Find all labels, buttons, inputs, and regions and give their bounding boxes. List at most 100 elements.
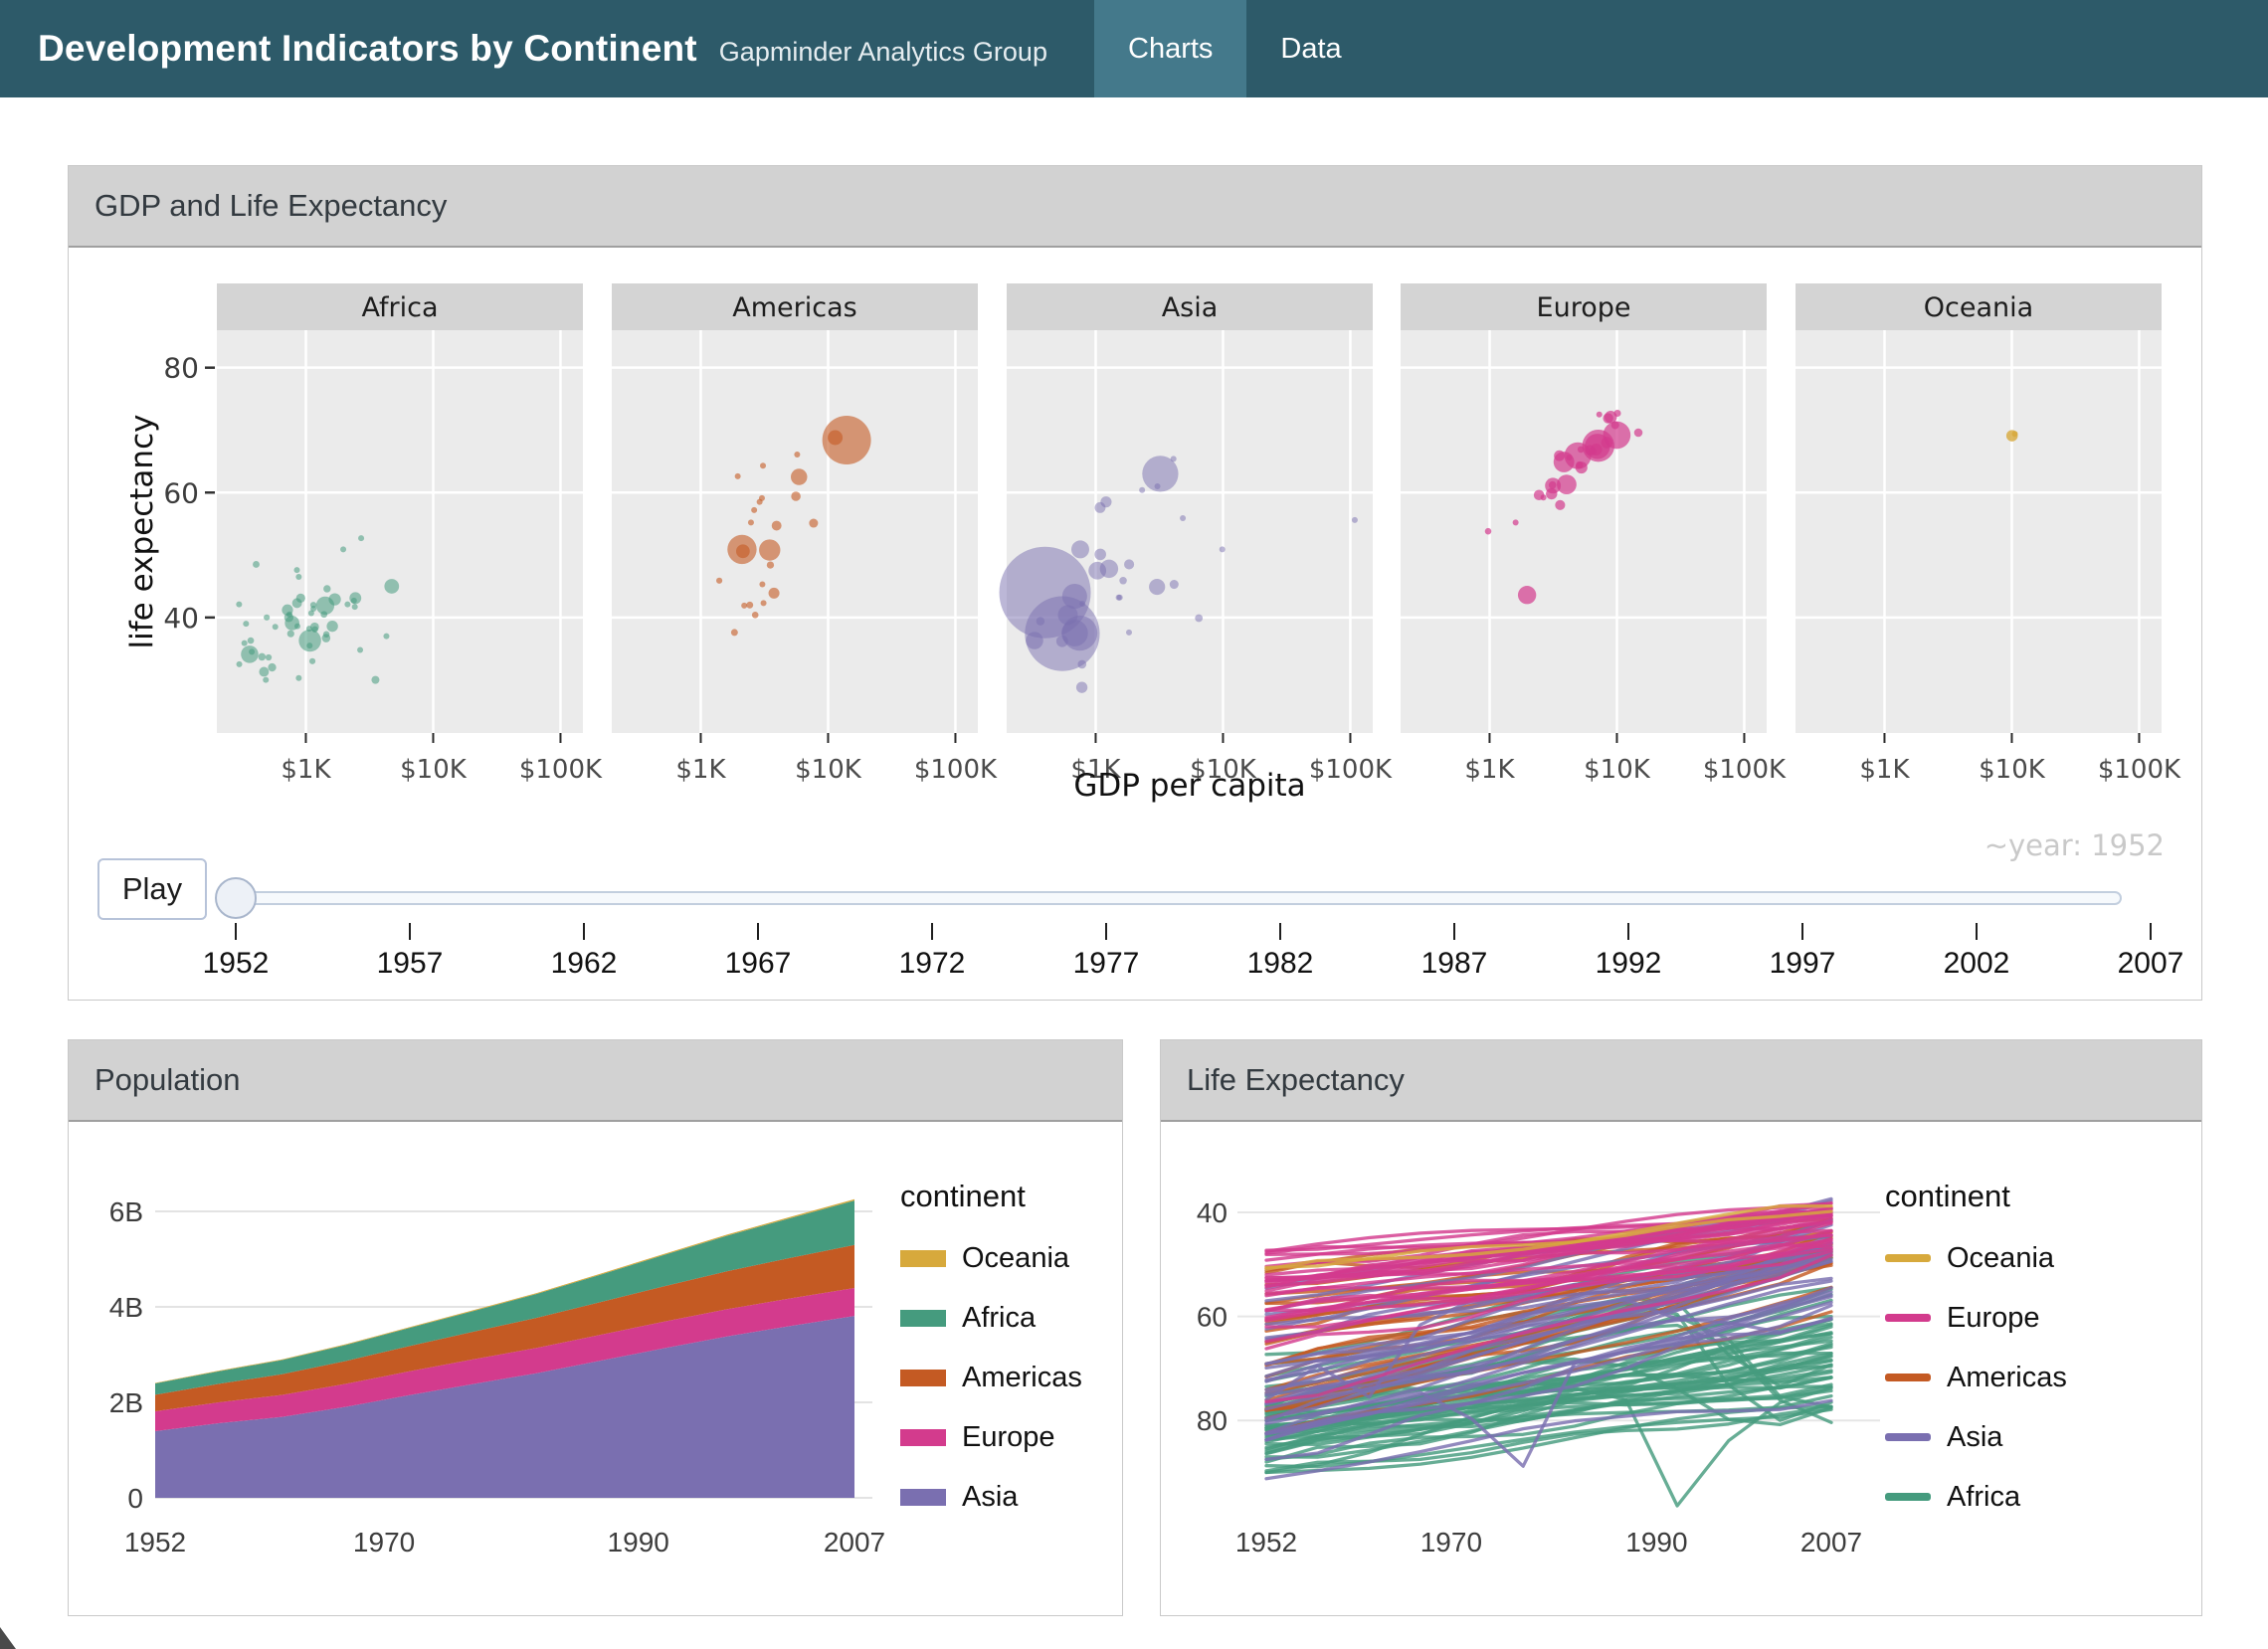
legend-label: Asia [962,1480,1019,1513]
tab-data[interactable]: Data [1280,32,1342,65]
legend-item-europe: Europe [900,1407,1082,1467]
bubble [1125,629,1132,636]
line-country [1264,1205,1833,1293]
facet-strip [1007,283,1373,330]
svg-text:40: 40 [1197,1197,1228,1228]
svg-text:$1K: $1K [1859,755,1910,785]
bubble [735,544,750,559]
legend-item-asia: Asia [1885,1407,2067,1467]
legend-label: Europe [962,1420,1055,1453]
slider-year-label: 1992 [1595,947,1662,980]
year-slider-handle[interactable] [215,877,257,919]
line-country [1264,1295,1833,1442]
bubble [790,468,808,485]
legend-swatch-europe [900,1428,946,1446]
bubble [264,614,271,621]
legend-swatch-oceania [900,1249,946,1267]
svg-text:$10K: $10K [1584,755,1651,785]
legend-label: Europe [1947,1301,2040,1334]
bubble [344,601,351,608]
slider-year-label: 2007 [2117,947,2184,980]
svg-text:$10K: $10K [1979,755,2046,785]
bubble [716,577,723,584]
line-country [1264,1241,1833,1329]
svg-text:$1K: $1K [1070,755,1121,785]
bubble [1094,548,1106,561]
legend-label: Oceania [962,1241,1070,1274]
svg-text:$1K: $1K [1464,755,1515,785]
bubble [751,506,758,513]
bubble [268,662,277,672]
facet-strip [1401,283,1767,330]
bubble [320,611,328,619]
bubble [286,630,294,638]
slider-tick [931,923,933,940]
line-country [1264,1209,1833,1252]
bubble [1601,437,1613,449]
bubble [285,611,292,618]
svg-text:$100K: $100K [519,755,603,785]
bubble [247,637,255,644]
bubble [307,610,314,617]
legend-item-africa: Africa [900,1288,1082,1348]
bubble [1026,632,1043,649]
corner-artifact [0,1627,16,1649]
nav-tabs: Charts Data [1094,0,1376,97]
bubble [358,535,365,542]
bubble [1055,635,1068,647]
slider-year-label: 1997 [1769,947,1836,980]
bubble [1548,480,1557,489]
slider-tick [1279,923,1281,940]
slider-tick [1627,923,1629,940]
slider-tick [1453,923,1455,940]
bubble [322,631,330,639]
slider-tick [2150,923,2152,940]
bubble [1070,540,1089,559]
legend-item-oceania: Oceania [900,1228,1082,1288]
population-area-chart: 0 2B 4B 6B 1952 1970 1990 2007 [109,1196,885,1557]
bubble [249,648,256,655]
bubble [294,623,301,630]
line-country [1264,1238,1833,1296]
bubble [734,472,741,479]
bubble [351,604,358,611]
svg-text:$1K: $1K [675,755,726,785]
legend-item-asia: Asia [900,1467,1082,1527]
line-country [1264,1398,1833,1481]
svg-text:1990: 1990 [1625,1527,1687,1557]
bubble [305,626,312,633]
svg-text:$100K: $100K [1703,755,1787,785]
bubble [758,494,765,501]
year-slider-track[interactable] [232,891,2122,905]
bubble [1517,586,1537,605]
bubble [1195,614,1204,623]
legend-swatch-americas [1885,1374,1931,1381]
facet-oceania: Oceania $1K $10K $100K [1796,283,2181,785]
svg-text:2B: 2B [109,1387,143,1418]
bubble [263,676,270,683]
play-button[interactable]: Play [97,858,207,920]
gdp-panel-title: GDP and Life Expectancy [94,188,448,223]
bubble [350,597,357,604]
bubble [293,567,300,574]
svg-text:Oceania: Oceania [1924,292,2033,323]
tab-charts[interactable]: Charts [1094,0,1247,97]
svg-text:2007: 2007 [824,1527,885,1557]
bubble [741,602,748,609]
svg-text:Europe: Europe [1537,292,1631,323]
bubble [791,491,801,501]
bubble [1142,456,1179,492]
facet-africa: Africa $1K $10K $100K [217,283,603,785]
legend-label: Asia [1947,1420,2003,1453]
bubble [1116,594,1123,601]
bubble [1557,474,1577,494]
bubble [828,430,844,446]
bubble [1546,487,1558,500]
bubble [311,626,318,633]
bubble [1169,580,1179,590]
year-annotation: ~year: 1952 [1984,828,2165,862]
bubble [308,657,316,664]
